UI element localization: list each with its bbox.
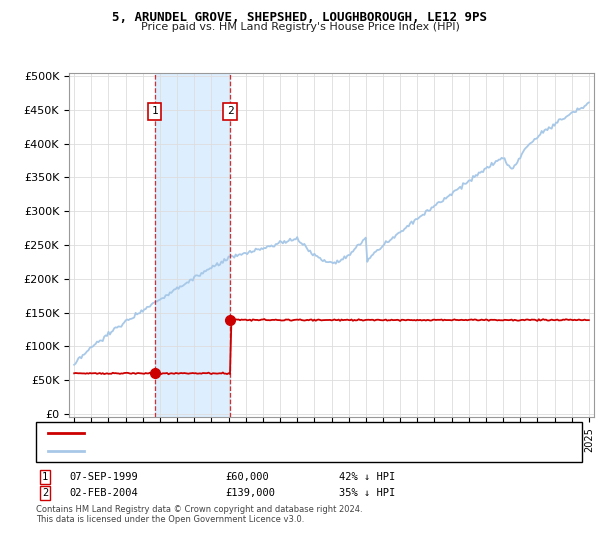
Text: 2: 2 xyxy=(227,106,233,116)
Text: 2: 2 xyxy=(42,488,48,498)
Text: 35% ↓ HPI: 35% ↓ HPI xyxy=(339,488,395,498)
Text: £139,000: £139,000 xyxy=(225,488,275,498)
Text: This data is licensed under the Open Government Licence v3.0.: This data is licensed under the Open Gov… xyxy=(36,515,304,524)
Text: Price paid vs. HM Land Registry's House Price Index (HPI): Price paid vs. HM Land Registry's House … xyxy=(140,22,460,32)
Text: 02-FEB-2004: 02-FEB-2004 xyxy=(69,488,138,498)
Text: 5, ARUNDEL GROVE, SHEPSHED, LOUGHBOROUGH, LE12 9PS (detached house): 5, ARUNDEL GROVE, SHEPSHED, LOUGHBOROUGH… xyxy=(93,428,482,438)
Text: HPI: Average price, detached house, Charnwood: HPI: Average price, detached house, Char… xyxy=(93,446,329,456)
Text: 1: 1 xyxy=(42,472,48,482)
Text: 07-SEP-1999: 07-SEP-1999 xyxy=(69,472,138,482)
Bar xyxy=(155,73,230,417)
Text: Contains HM Land Registry data © Crown copyright and database right 2024.: Contains HM Land Registry data © Crown c… xyxy=(36,505,362,514)
Text: 1: 1 xyxy=(151,106,158,116)
Text: £60,000: £60,000 xyxy=(225,472,269,482)
Text: 5, ARUNDEL GROVE, SHEPSHED, LOUGHBOROUGH, LE12 9PS: 5, ARUNDEL GROVE, SHEPSHED, LOUGHBOROUGH… xyxy=(113,11,487,24)
Text: 42% ↓ HPI: 42% ↓ HPI xyxy=(339,472,395,482)
